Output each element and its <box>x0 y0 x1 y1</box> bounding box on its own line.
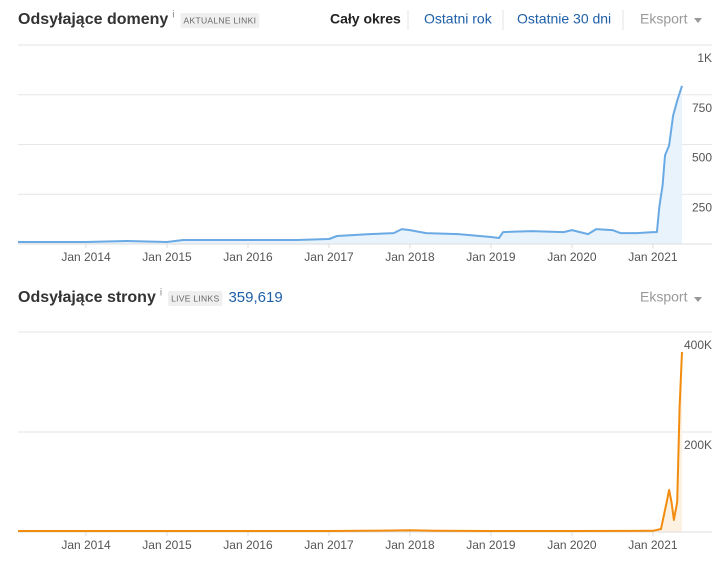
chart-title: Odsyłające domeny <box>18 11 168 28</box>
x-tick-label: Jan 2018 <box>385 538 435 552</box>
period-tab[interactable]: Cały okres <box>330 11 401 27</box>
export-caret[interactable] <box>694 18 702 23</box>
x-tick-label: Jan 2014 <box>61 538 111 552</box>
x-tick-label: Jan 2017 <box>304 250 354 264</box>
y-tick-label: 200K <box>684 438 712 452</box>
x-tick-label: Jan 2015 <box>142 538 192 552</box>
y-tick-label: 1K <box>697 51 712 65</box>
y-tick-label: 250 <box>692 200 712 214</box>
info-icon[interactable]: i <box>160 288 162 299</box>
x-tick-label: Jan 2017 <box>304 538 354 552</box>
x-tick-label: Jan 2021 <box>628 250 678 264</box>
x-tick-label: Jan 2018 <box>385 250 435 264</box>
x-tick-label: Jan 2019 <box>466 250 516 264</box>
area <box>18 352 682 532</box>
x-tick-label: Jan 2016 <box>223 250 273 264</box>
badge-label: LIVE LINKS <box>171 293 219 303</box>
y-tick-label: 750 <box>692 101 712 115</box>
badge <box>168 291 223 306</box>
export-button[interactable]: Eksport <box>640 289 688 305</box>
x-tick-label: Jan 2020 <box>547 250 597 264</box>
period-tab[interactable]: Ostatni rok <box>424 11 493 27</box>
x-tick-label: Jan 2019 <box>466 538 516 552</box>
info-icon[interactable]: i <box>172 10 174 21</box>
x-tick-label: Jan 2015 <box>142 250 192 264</box>
export-caret[interactable] <box>694 297 702 302</box>
y-tick-label: 500 <box>692 151 712 165</box>
y-tick-label: 400K <box>684 338 712 352</box>
x-tick-label: Jan 2014 <box>61 250 111 264</box>
area <box>18 85 682 244</box>
x-tick-label: Jan 2016 <box>223 538 273 552</box>
badge <box>180 13 260 28</box>
line <box>18 351 683 532</box>
x-tick-label: Jan 2021 <box>628 538 678 552</box>
line <box>18 85 683 243</box>
period-tab[interactable]: Ostatnie 30 dni <box>517 11 611 27</box>
export-button[interactable]: Eksport <box>640 11 688 27</box>
total: 359,619 <box>228 289 282 306</box>
x-tick-label: Jan 2020 <box>547 538 597 552</box>
chart-title: Odsyłające strony <box>18 289 156 306</box>
badge-label: AKTUALNE LINKI <box>184 15 257 25</box>
